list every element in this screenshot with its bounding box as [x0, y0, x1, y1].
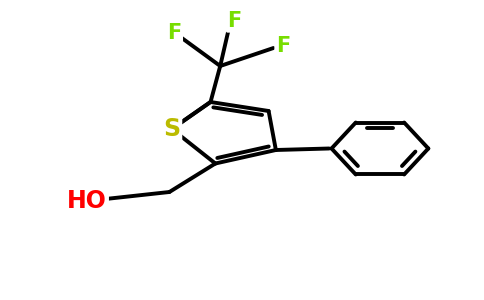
Text: HO: HO: [67, 189, 107, 213]
Text: F: F: [276, 37, 290, 56]
Text: F: F: [167, 23, 182, 43]
Text: F: F: [227, 11, 242, 31]
Text: S: S: [163, 117, 181, 141]
